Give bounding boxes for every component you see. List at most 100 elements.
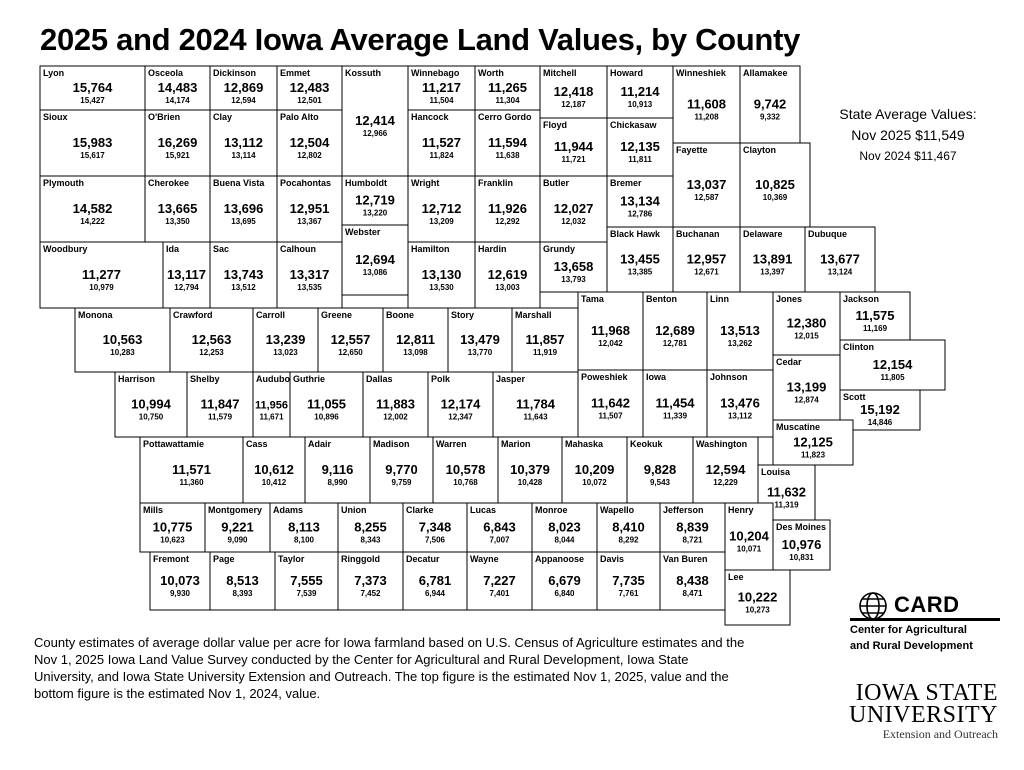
state-average-heading: State Average Values: (839, 106, 977, 122)
county-border (724, 569, 791, 626)
county-border (209, 109, 278, 177)
value-2025: 10,204 (729, 529, 770, 544)
value-2025: 12,712 (422, 201, 462, 216)
county-name: Butler (543, 178, 570, 188)
county-border (672, 65, 741, 144)
value-2025: 13,513 (720, 323, 760, 338)
county-name: Clinton (843, 342, 874, 352)
value-2024: 8,292 (618, 536, 639, 545)
value-2025: 13,479 (460, 332, 500, 347)
value-2024: 8,044 (554, 536, 575, 545)
county-name: Fayette (676, 145, 708, 155)
county-name: Chickasaw (610, 120, 658, 130)
value-2025: 12,174 (441, 397, 482, 412)
county-name: Cedar (776, 357, 802, 367)
value-2025: 10,379 (510, 462, 550, 477)
title: 2025 and 2024 Iowa Average Land Values, … (40, 22, 801, 57)
county-name: Franklin (478, 178, 513, 188)
county-name: Johnson (710, 372, 748, 382)
county-border (839, 291, 911, 341)
value-2024: 11,643 (523, 413, 548, 422)
value-2025: 9,221 (221, 520, 254, 535)
county-name: Wright (411, 178, 439, 188)
value-2024: 13,209 (429, 217, 454, 226)
isu-line-3: Extension and Outreach (882, 727, 998, 741)
value-2025: 11,968 (591, 323, 630, 338)
value-2024: 10,072 (582, 478, 607, 487)
county-name: Grundy (543, 244, 575, 254)
county-border (642, 369, 708, 438)
value-2025: 10,976 (782, 537, 822, 552)
value-2025: 9,116 (322, 462, 354, 477)
value-2025: 9,770 (385, 462, 418, 477)
county-border (739, 226, 806, 293)
county-border (672, 142, 741, 228)
county-name: Poweshiek (581, 372, 629, 382)
value-2025: 13,455 (620, 252, 660, 267)
county-name: Hardin (478, 244, 507, 254)
county-border (337, 551, 404, 611)
county-name: Calhoun (280, 244, 316, 254)
value-2024: 12,032 (561, 217, 586, 226)
value-2025: 13,239 (266, 332, 306, 347)
value-2025: 12,811 (396, 332, 435, 347)
value-2025: 11,575 (855, 308, 894, 323)
value-2025: 12,027 (554, 201, 594, 216)
value-2025: 13,112 (224, 135, 263, 150)
county-name: Warren (436, 439, 467, 449)
value-2025: 12,125 (793, 435, 833, 450)
county-name: Jones (776, 294, 802, 304)
value-2025: 12,414 (355, 113, 396, 128)
county-name: Ida (166, 244, 180, 254)
value-2024: 11,319 (774, 501, 799, 510)
county-name: Floyd (543, 120, 567, 130)
county-name: Webster (345, 227, 381, 237)
value-2024: 12,587 (694, 193, 719, 202)
county-border (39, 241, 164, 309)
value-2025: 11,956 (255, 400, 288, 412)
county-border (252, 371, 291, 438)
county-border (606, 175, 674, 228)
value-2024: 11,811 (628, 155, 652, 164)
county-name: Guthrie (293, 374, 325, 384)
value-2025: 12,154 (873, 357, 914, 372)
value-2025: 15,192 (860, 402, 900, 417)
value-2024: 13,124 (828, 268, 853, 277)
county-border (382, 307, 449, 373)
county-border (539, 65, 608, 119)
value-2025: 8,113 (288, 520, 320, 535)
value-2025: 10,578 (446, 462, 486, 477)
county-name: Osceola (148, 68, 184, 78)
county-name: Iowa (646, 372, 667, 382)
value-2024: 13,535 (297, 283, 322, 292)
county-name: Audubon (256, 374, 296, 384)
value-2025: 9,828 (644, 462, 677, 477)
value-2024: 12,253 (199, 348, 224, 357)
county-border (362, 371, 429, 438)
county-name: Dickinson (213, 68, 256, 78)
county-name: Monroe (535, 505, 568, 515)
county-border (672, 226, 741, 293)
county-name: Sioux (43, 112, 68, 122)
value-2024: 12,874 (794, 396, 819, 405)
county-name: Muscatine (776, 422, 820, 432)
county-name: Clarke (406, 505, 434, 515)
county-name: Dallas (366, 374, 393, 384)
value-2024: 12,781 (663, 339, 688, 348)
county-name: Clayton (743, 145, 776, 155)
county-name: Emmet (280, 68, 310, 78)
county-name: Marion (501, 439, 531, 449)
value-2024: 10,273 (745, 606, 770, 615)
county-name: Scott (843, 392, 866, 402)
county-name: Harrison (118, 374, 155, 384)
county-border (474, 65, 541, 111)
county-name: Davis (600, 554, 624, 564)
value-2025: 10,612 (254, 462, 294, 477)
county-border (739, 65, 801, 144)
value-2024: 12,786 (628, 210, 653, 219)
value-2024: 13,770 (468, 348, 493, 357)
county-name: Linn (710, 294, 729, 304)
value-2024: 13,397 (760, 268, 785, 277)
value-2024: 13,367 (297, 217, 322, 226)
value-2024: 13,023 (273, 348, 298, 357)
